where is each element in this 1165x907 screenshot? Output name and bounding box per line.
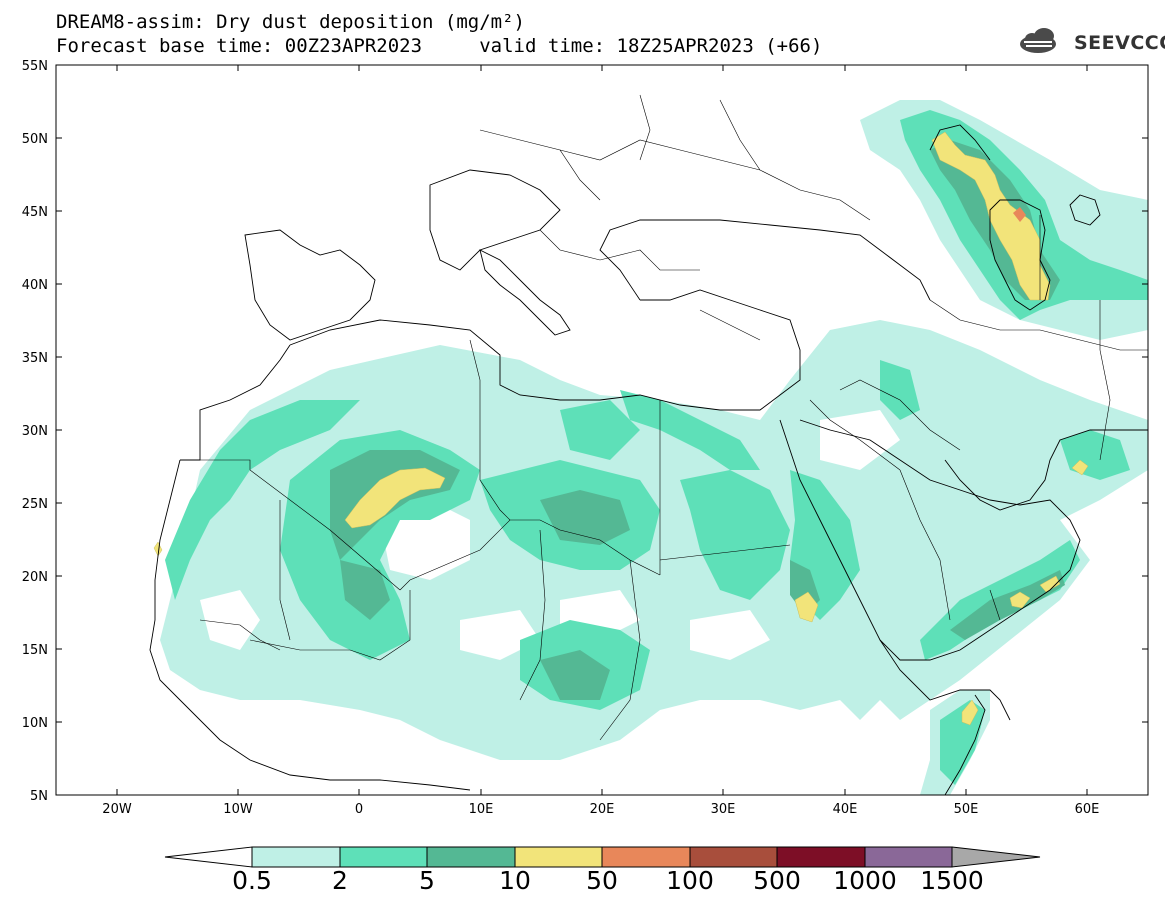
colorbar-label: 2	[332, 866, 348, 895]
colorbar-label: 10	[499, 866, 531, 895]
title-line-2: Forecast base time: 00Z23APR2023 valid t…	[56, 35, 823, 57]
lon-label: 20W	[102, 802, 132, 817]
colorbar-label: 100	[666, 866, 714, 895]
colorbar-label: 1000	[833, 866, 897, 895]
colorbar-label: 1500	[920, 866, 984, 895]
colorbar-segment-0	[251, 846, 341, 868]
lat-label: 25N	[22, 497, 48, 512]
seevccc-logo	[1020, 28, 1056, 53]
lon-label: 20E	[590, 802, 615, 817]
colorbar-upper-arrow	[951, 846, 1041, 868]
colorbar-segment-3	[514, 846, 603, 868]
lat-label: 5N	[30, 789, 48, 804]
cloud-icon	[1020, 28, 1056, 53]
lon-label: 60E	[1075, 802, 1100, 817]
lon-label: 10W	[223, 802, 253, 817]
dust-level-10	[153, 131, 1089, 726]
logo-text: SEEVCCC	[1074, 32, 1165, 54]
coastlines	[149, 124, 1148, 795]
lat-label: 10N	[22, 716, 48, 731]
lat-label: 20N	[22, 570, 48, 585]
lon-label: 30E	[711, 802, 736, 817]
colorbar-segment-6	[776, 846, 866, 868]
latitude-axis: 55N 50N 45N 40N 35N 30N 25N 20N 15N 10N …	[22, 59, 1148, 804]
lat-label: 35N	[22, 351, 48, 366]
title-line-1: DREAM8-assim: Dry dust deposition (mg/m²…	[56, 11, 525, 33]
lat-label: 30N	[22, 424, 48, 439]
country-borders	[199, 94, 1148, 741]
colorbar-segment-1	[339, 846, 428, 868]
colorbar	[164, 846, 1041, 868]
colorbar-segment-7	[864, 846, 953, 868]
colorbar-segment-5	[689, 846, 778, 868]
lon-label: 10E	[469, 802, 494, 817]
lon-label: 0	[355, 802, 363, 817]
colorbar-label: 50	[586, 866, 618, 895]
lon-label: 50E	[954, 802, 979, 817]
lat-label: 50N	[22, 132, 48, 147]
dust-level-50	[1013, 207, 1026, 222]
colorbar-lower-arrow	[164, 846, 253, 868]
colorbar-label: 5	[419, 866, 435, 895]
lat-label: 55N	[22, 59, 48, 74]
colorbar-label: 500	[753, 866, 801, 895]
lat-label: 40N	[22, 278, 48, 293]
lat-label: 15N	[22, 643, 48, 658]
colorbar-segment-2	[426, 846, 516, 868]
longitude-axis: 20W 10W 0 10E 20E 30E 40E 50E 60E	[102, 65, 1099, 817]
lon-label: 40E	[833, 802, 858, 817]
colorbar-label: 0.5	[232, 866, 272, 895]
lat-label: 45N	[22, 205, 48, 220]
colorbar-segment-4	[601, 846, 691, 868]
